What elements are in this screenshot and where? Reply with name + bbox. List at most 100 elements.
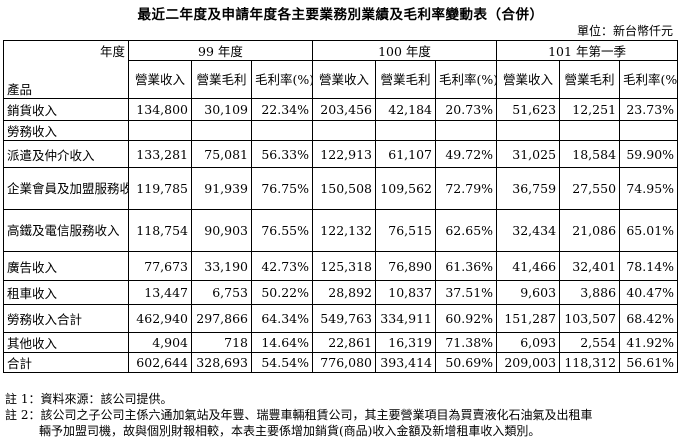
table-row-advertising-revenue: 廣告收入 77,673 33,190 42.73% 125,318 76,890 61.36… <box>3 251 679 281</box>
table-cell: 54.54% <box>251 352 313 373</box>
table-cell: 68.42% <box>619 304 679 333</box>
col-gross-profit: 營業毛利 <box>191 60 252 99</box>
table-cell: 119,785 <box>128 167 192 210</box>
table-cell: 203,456 <box>312 98 376 121</box>
table-cell <box>496 120 561 141</box>
table-cell: 42.73% <box>251 251 313 281</box>
row-label: 企業會員及加盟服務收入 <box>3 167 129 210</box>
table-cell <box>559 120 621 141</box>
table-cell: 64.34% <box>251 304 313 333</box>
table-cell: 16,319 <box>375 332 436 353</box>
table-cell: 28,892 <box>312 280 376 305</box>
table-cell: 65.01% <box>619 209 679 252</box>
table-cell: 328,693 <box>191 352 252 373</box>
table-row-membership-revenue: 企業會員及加盟服務收入119,78591,93976.75%150,508109… <box>3 167 679 210</box>
table-cell <box>434 120 498 141</box>
table-cell: 91,939 <box>191 167 252 210</box>
table-cell: 71.38% <box>434 332 498 353</box>
table-row-grand-total: 合計 602,644 328,693 54.54% 776,080 393,414 50.6… <box>3 352 679 373</box>
table-cell: 41.92% <box>619 332 679 353</box>
table-cell: 61,107 <box>375 140 436 168</box>
table-cell: 6,753 <box>191 280 252 305</box>
table-cell: 134,800 <box>128 98 192 121</box>
row-label: 高鐵及電信服務收入 <box>3 209 129 252</box>
table-row-service-revenue-subtotal: 勞務收入合計 462,940 297,866 64.34% 549,763 334,911… <box>3 304 679 333</box>
table-cell <box>128 120 192 141</box>
table-cell: 23.73% <box>619 98 679 121</box>
table-cell: 718 <box>191 332 252 353</box>
footnote-1: 註 1：資料來源：該公司提供。 <box>5 392 173 406</box>
table-cell: 50.69% <box>434 352 498 373</box>
table-cell: 133,281 <box>128 140 192 168</box>
col-revenue: 營業收入 <box>496 60 561 99</box>
table-cell: 393,414 <box>375 352 436 373</box>
table-cell: 36,759 <box>496 167 561 210</box>
table-row-other-revenue: 其他收入 4,904 718 14.64% 22,861 16,319 71.38% 6,09… <box>3 332 679 353</box>
table-cell: 4,904 <box>128 332 192 353</box>
table-row-car-rental-revenue: 租車收入 13,447 6,753 50.22% 28,892 10,837 37.51% 9… <box>3 280 679 305</box>
table-cell <box>375 120 436 141</box>
row-label: 其他收入 <box>3 332 129 353</box>
table-cell: 51,623 <box>496 98 561 121</box>
table-cell: 122,132 <box>312 209 376 252</box>
table-cell: 6,093 <box>496 332 561 353</box>
table-cell: 12,251 <box>559 98 621 121</box>
table-cell: 125,318 <box>312 251 376 281</box>
table-cell: 72.79% <box>434 167 498 210</box>
table-cell: 74.95% <box>619 167 679 210</box>
table-cell: 61.36% <box>434 251 498 281</box>
col-revenue: 營業收入 <box>312 60 376 99</box>
table-cell: 118,754 <box>128 209 192 252</box>
row-label: 派遣及仲介收入 <box>3 140 129 168</box>
row-label: 勞務收入合計 <box>3 304 129 333</box>
revenue-table: 年度 99 年度 100 年度 101 年第一季 產品 營業收入 營業毛利 毛利… <box>3 40 679 373</box>
table-cell: 76,890 <box>375 251 436 281</box>
header-col-row: 產品 營業收入 營業毛利 毛利率(%) 營業收入 營業毛利 毛利率(%) 營業收… <box>3 60 679 99</box>
table-cell: 3,886 <box>559 280 621 305</box>
year-101q1-header: 101 年第一季 <box>496 40 679 61</box>
table-cell: 549,763 <box>312 304 376 333</box>
row-label: 租車收入 <box>3 280 129 305</box>
table-cell: 22,861 <box>312 332 376 353</box>
table-cell: 32,434 <box>496 209 561 252</box>
row-label: 合計 <box>3 352 129 373</box>
table-cell: 462,940 <box>128 304 192 333</box>
col-margin: 毛利率(%) <box>619 60 679 99</box>
table-cell: 32,401 <box>559 251 621 281</box>
table-cell: 776,080 <box>312 352 376 373</box>
table-cell: 41,466 <box>496 251 561 281</box>
table-row-dispatch-revenue: 派遣及仲介收入 133,281 75,081 56.33% 122,913 61,107 4… <box>3 140 679 168</box>
table-cell: 150,508 <box>312 167 376 210</box>
footnote-2-line-1: 註 2：該公司之子公司主係六通加氣站及年豐、瑞豐車輛租賃公司，其主要營業項目為買… <box>5 408 593 422</box>
table-row-service-revenue: 勞務收入 <box>3 120 679 141</box>
table-cell: 20.73% <box>434 98 498 121</box>
table-cell: 60.92% <box>434 304 498 333</box>
header-year-row: 年度 99 年度 100 年度 101 年第一季 <box>3 40 679 61</box>
year-99-header: 99 年度 <box>128 40 313 61</box>
corner-year-label: 年度 <box>3 40 129 61</box>
table-cell: 10,837 <box>375 280 436 305</box>
col-revenue: 營業收入 <box>128 60 192 99</box>
table-cell <box>312 120 376 141</box>
table-cell: 109,562 <box>375 167 436 210</box>
table-cell: 56.61% <box>619 352 679 373</box>
table-cell: 33,190 <box>191 251 252 281</box>
table-cell: 209,003 <box>496 352 561 373</box>
table-cell <box>619 120 679 141</box>
unit-label: 單位：新台幣仟元 <box>576 24 673 38</box>
table-cell: 13,447 <box>128 280 192 305</box>
table-cell: 77,673 <box>128 251 192 281</box>
table-cell: 75,081 <box>191 140 252 168</box>
table-cell: 151,287 <box>496 304 561 333</box>
table-cell: 56.33% <box>251 140 313 168</box>
table-cell: 76.75% <box>251 167 313 210</box>
table-cell: 42,184 <box>375 98 436 121</box>
table-cell: 31,025 <box>496 140 561 168</box>
table-cell: 30,109 <box>191 98 252 121</box>
footnotes: 註 1：資料來源：該公司提供。 註 2：該公司之子公司主係六通加氣站及年豐、瑞豐… <box>5 391 592 439</box>
table-cell: 50.22% <box>251 280 313 305</box>
table-cell: 297,866 <box>191 304 252 333</box>
table-cell: 76.55% <box>251 209 313 252</box>
table-cell: 103,507 <box>559 304 621 333</box>
col-margin: 毛利率(%) <box>434 60 498 99</box>
